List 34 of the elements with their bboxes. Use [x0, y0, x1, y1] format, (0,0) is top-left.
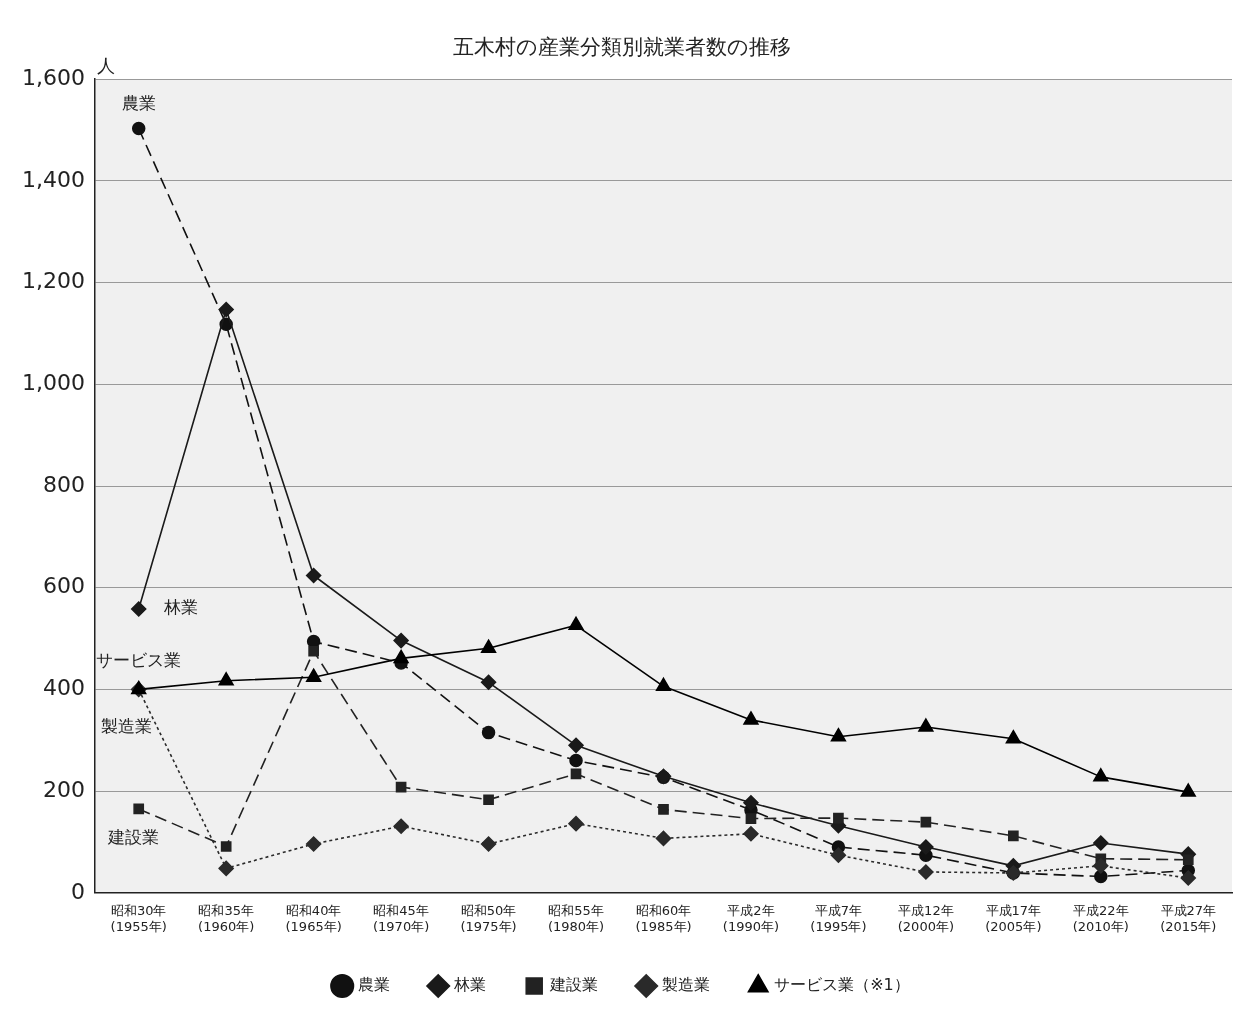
annotation: 農業 — [121, 92, 156, 113]
x-tick-label: 昭和35年 (1960年) — [198, 902, 255, 934]
y-tick-label: 600 — [42, 573, 85, 599]
x-tick-label: 平成22年 (2010年) — [1072, 902, 1129, 934]
legend-label: 製造業 — [662, 975, 711, 995]
legend-label: 建設業 — [549, 975, 599, 995]
annotation: 林業 — [162, 597, 198, 618]
y-tick-label: 200 — [42, 776, 85, 802]
legend-label: 林業 — [453, 975, 487, 995]
y-tick-label: 1,400 — [22, 166, 85, 192]
annotation: 製造業 — [101, 715, 153, 736]
y-tick-label: 0 — [70, 878, 85, 904]
x-tick-label: 平成17年 (2005年) — [985, 902, 1042, 934]
x-tick-label: 昭和30年 (1955年) — [110, 902, 167, 934]
y-tick-label: 800 — [42, 471, 85, 497]
x-tick-label: 昭和40年 (1965年) — [285, 902, 342, 934]
legend-label: サービス業（※1） — [774, 975, 910, 995]
y-axis-title: 人 — [96, 54, 115, 76]
legend-label: 農業 — [358, 975, 391, 995]
x-tick-label: 昭和60年 (1985年) — [635, 902, 692, 934]
y-tick-label: 1,600 — [22, 64, 85, 90]
x-tick-label: 平成7年 (1995年) — [810, 902, 867, 934]
y-tick-label: 1,200 — [22, 268, 85, 294]
x-tick-label: 平成12年 (2000年) — [897, 902, 954, 934]
x-tick-label: 昭和55年 (1980年) — [547, 902, 605, 934]
x-tick-label: 平成2年 (1990年) — [722, 902, 780, 934]
annotation: 建設業 — [107, 827, 160, 848]
x-tick-label: 昭和50年 (1975年) — [460, 902, 517, 934]
y-tick-label: 400 — [42, 675, 85, 701]
x-tick-label: 昭和45年 (1970年) — [372, 902, 430, 934]
y-tick-label: 1,000 — [22, 370, 85, 396]
chart-title: 五木村の産業分類別就業者数の推移 — [453, 35, 791, 60]
annotation: サービス業 — [96, 649, 182, 670]
x-tick-label: 平成27年 (2015年) — [1160, 902, 1217, 934]
